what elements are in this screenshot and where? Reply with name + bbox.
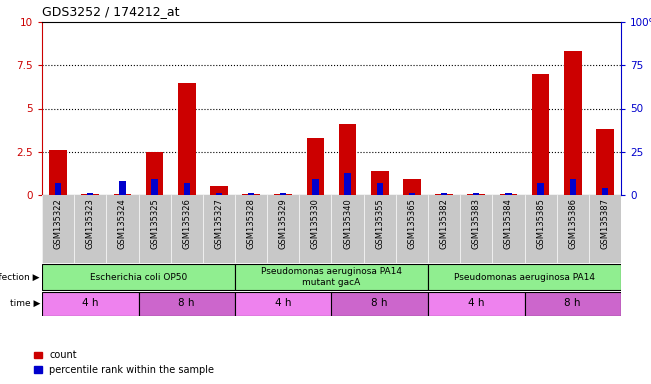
Text: time ▶: time ▶ [10,299,40,308]
Text: GSM135340: GSM135340 [343,199,352,249]
Bar [248,193,254,195]
Text: GSM135355: GSM135355 [375,199,384,249]
Bar [312,179,318,195]
Bar [532,74,549,195]
Bar [377,183,383,195]
Bar [331,291,428,316]
Bar [81,194,99,195]
Text: GSM135365: GSM135365 [408,199,417,249]
Text: 4 h: 4 h [468,298,484,308]
Bar [499,194,518,195]
Text: GSM135330: GSM135330 [311,199,320,249]
Bar [596,129,614,195]
Bar [119,181,126,195]
Bar [538,183,544,195]
Text: GSM135327: GSM135327 [214,199,223,249]
Bar [505,193,512,195]
Text: GSM135382: GSM135382 [439,199,449,249]
Text: GSM135385: GSM135385 [536,199,545,249]
Text: Escherichia coli OP50: Escherichia coli OP50 [90,273,187,281]
Text: GSM135323: GSM135323 [86,199,95,249]
Bar [210,186,228,195]
Text: GSM135322: GSM135322 [53,199,62,249]
Bar [42,263,235,290]
Bar [428,291,525,316]
Text: GSM135324: GSM135324 [118,199,127,249]
Bar [525,291,621,316]
Bar [473,193,479,195]
Text: GSM135384: GSM135384 [504,199,513,249]
Bar [371,171,389,195]
Bar [339,124,357,195]
Bar [152,179,158,195]
Text: 8 h: 8 h [564,298,581,308]
Text: GDS3252 / 174212_at: GDS3252 / 174212_at [42,5,180,18]
Bar [242,194,260,195]
Bar [113,194,132,195]
Text: GSM135329: GSM135329 [279,199,288,249]
Bar [275,194,292,195]
Text: 4 h: 4 h [275,298,292,308]
Bar [307,138,324,195]
Bar [403,179,421,195]
Bar [184,183,190,195]
Bar [49,150,67,195]
Bar [409,193,415,195]
Bar [146,152,163,195]
Text: GSM135328: GSM135328 [247,199,256,249]
Text: GSM135383: GSM135383 [472,199,480,249]
Bar [42,291,139,316]
Bar [55,183,61,195]
Text: infection ▶: infection ▶ [0,273,40,281]
Bar [602,188,608,195]
Bar [280,193,286,195]
Text: GSM135387: GSM135387 [600,199,609,249]
Bar [235,291,331,316]
Bar [139,291,235,316]
Text: GSM135386: GSM135386 [568,199,577,249]
Bar [87,193,93,195]
Text: 8 h: 8 h [178,298,195,308]
Bar [235,263,428,290]
Text: 8 h: 8 h [372,298,388,308]
Bar [436,194,453,195]
Text: Pseudomonas aeruginosa PA14: Pseudomonas aeruginosa PA14 [454,273,595,281]
Bar [216,193,222,195]
Bar [441,193,447,195]
Text: 4 h: 4 h [82,298,98,308]
Bar [570,179,576,195]
Text: Pseudomonas aeruginosa PA14
mutant gacA: Pseudomonas aeruginosa PA14 mutant gacA [261,267,402,287]
Text: GSM135325: GSM135325 [150,199,159,249]
Bar [467,194,485,195]
Bar [344,172,351,195]
Legend: count, percentile rank within the sample: count, percentile rank within the sample [34,351,214,375]
Text: GSM135326: GSM135326 [182,199,191,249]
Bar [178,83,195,195]
Bar [428,263,621,290]
Bar [564,51,581,195]
